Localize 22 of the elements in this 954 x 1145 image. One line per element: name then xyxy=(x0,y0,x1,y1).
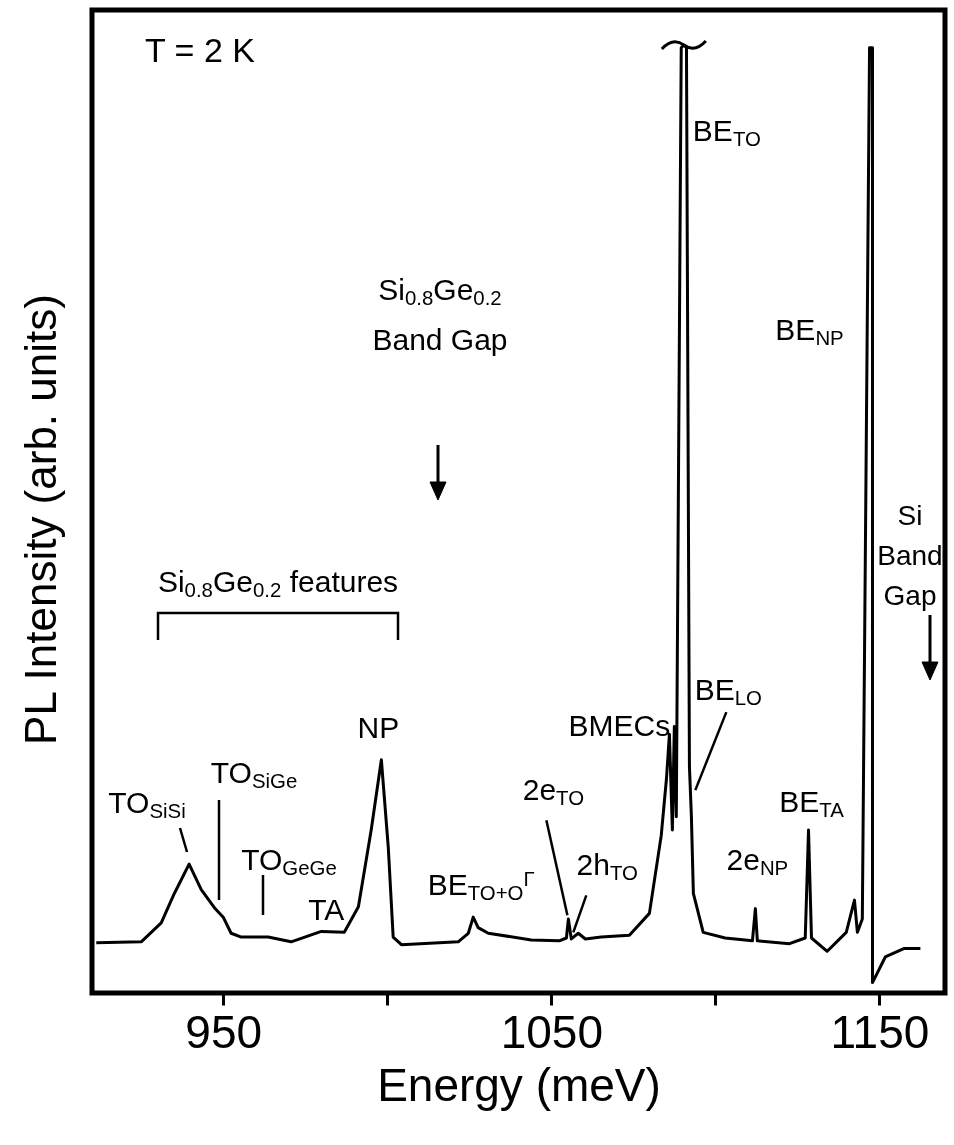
annotation: TA xyxy=(308,893,345,927)
annotation: Si$_{0.8}$Ge$_{0.2}$ Band Gap xyxy=(372,273,508,356)
annotation: TO$_{GeGe}$ xyxy=(241,843,337,879)
annotation: 2e$_{TO}$ xyxy=(522,773,585,810)
annotation: NP xyxy=(357,710,400,744)
annotation: T = 2 K xyxy=(145,31,256,69)
annotation: BMECs xyxy=(568,709,671,743)
x-tick-label: 1150 xyxy=(830,1005,930,1058)
annotation: Si$_{0.8}$Ge$_{0.2}$ features xyxy=(157,565,399,601)
annotation: 2e$_{NP}$ xyxy=(726,842,789,879)
annotation: BE$_{TA}$ xyxy=(779,784,845,821)
annotation: BE$_{TO}$ xyxy=(692,113,761,150)
annotation: TO$_{SiSi}$ xyxy=(108,786,186,822)
annotation: BE$_{LO}$ xyxy=(694,673,762,710)
annotation: BE$_{NP}$ xyxy=(775,313,844,350)
annotation: TO$_{SiGe}$ xyxy=(210,756,298,792)
x-axis-title: Energy (meV) xyxy=(377,1058,661,1111)
annotation: Si Band Gap xyxy=(877,500,943,611)
x-tick-label: 950 xyxy=(185,1005,263,1058)
x-tick-label: 1050 xyxy=(500,1005,603,1058)
y-axis-title: PL Intensity (arb. units) xyxy=(15,294,65,745)
annotation: 2h$_{TO}$ xyxy=(576,848,638,885)
